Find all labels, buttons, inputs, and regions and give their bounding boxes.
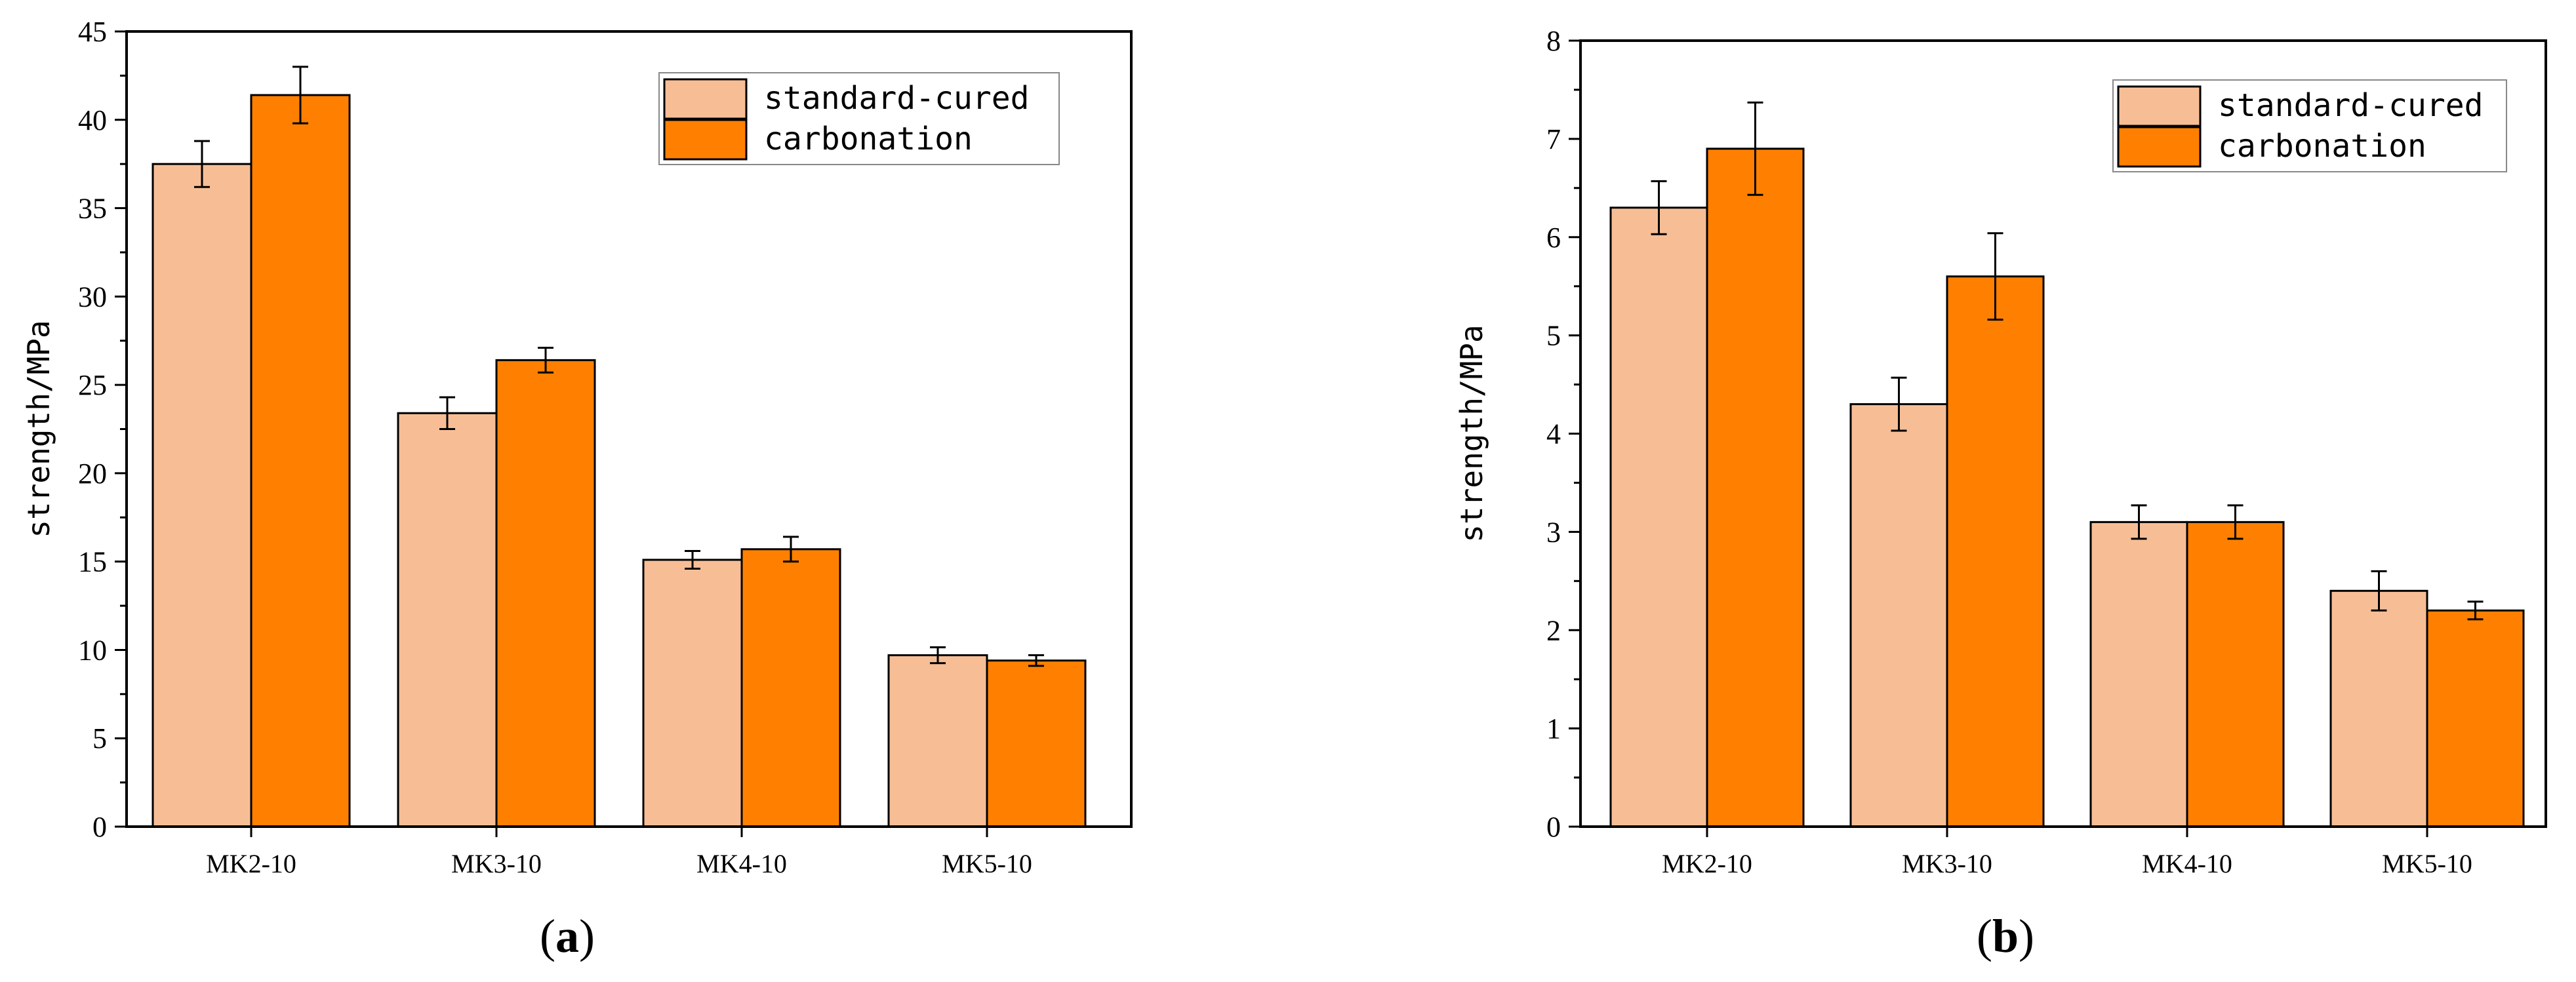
panel-a-y-tick-label: 10 — [78, 634, 107, 666]
panel-a-bar-carbonation-mk2-10 — [250, 94, 351, 828]
panel-b-x-tick-label: MK5-10 — [2382, 849, 2472, 878]
panel-b-y-tick-label: 8 — [1546, 25, 1561, 57]
panel-b-x-tick-label: MK2-10 — [1662, 849, 1752, 878]
panel-a-y-axis-title: strength/MPa — [21, 320, 56, 538]
panel-a-y-tick-label: 35 — [78, 193, 107, 225]
panel-b-y-tick-label: 1 — [1546, 713, 1561, 745]
panel-a-bar-carbonation-mk4-10 — [740, 548, 841, 828]
panel-b-errorbar-carbonation-mk3-10 — [1987, 232, 2003, 321]
panel-a-legend: standard-cured carbonation — [658, 72, 1060, 165]
panel-a-x-tick-label: MK5-10 — [942, 849, 1032, 878]
panel-b-y-tick-label: 4 — [1546, 418, 1561, 450]
panel-a-bar-standard-mk4-10 — [642, 559, 743, 828]
panel-a-bar-standard-mk2-10 — [151, 163, 252, 828]
panel-a-errorbar-carbonation-mk4-10 — [783, 536, 799, 563]
legend-label-standard: standard-cured — [764, 80, 1030, 117]
panel-b-bar-standard-mk4-10 — [2089, 520, 2188, 828]
panel-a-bar-carbonation-mk5-10 — [986, 659, 1087, 828]
panel-a-errorbar-standard-mk4-10 — [685, 549, 700, 570]
legend-label-standard: standard-cured — [2218, 87, 2484, 124]
panel-b-errorbar-carbonation-mk5-10 — [2467, 600, 2484, 621]
panel-a-errorbar-carbonation-mk2-10 — [292, 66, 308, 125]
panel-b-legend: standard-cured carbonation — [2112, 79, 2507, 172]
panel-b-errorbar-carbonation-mk4-10 — [2227, 504, 2244, 540]
panel-b-bar-standard-mk5-10 — [2329, 589, 2428, 828]
panel-b-y-tick-label: 7 — [1546, 123, 1561, 155]
panel-a-y-tick-label: 25 — [78, 369, 107, 401]
panel-a-x-tick-label: MK3-10 — [451, 849, 542, 878]
panel-b-errorbar-standard-mk4-10 — [2131, 504, 2147, 540]
panel-b-errorbar-carbonation-mk2-10 — [1747, 101, 1763, 196]
legend-label-carbonation: carbonation — [2218, 128, 2426, 165]
panel-a-y-tick-label: 40 — [78, 104, 107, 136]
legend-swatch-carbonation — [2117, 126, 2202, 168]
panel-b-errorbar-standard-mk2-10 — [1651, 180, 1667, 235]
panel-b-y-tick-label: 0 — [1546, 811, 1561, 843]
legend-swatch-carbonation — [663, 119, 748, 161]
panel-b-bar-carbonation-mk5-10 — [2426, 609, 2525, 828]
panel-a-bar-standard-mk3-10 — [397, 412, 498, 828]
panel-b-x-tick-label: MK3-10 — [1902, 849, 1992, 878]
panel-b-bar-standard-mk3-10 — [1849, 403, 1948, 828]
panel-b-x-tick-label: MK4-10 — [2142, 849, 2232, 878]
panel-a-y-tick-label: 5 — [92, 722, 107, 755]
panel-b-errorbar-standard-mk5-10 — [2371, 570, 2387, 612]
panel-a-label: (a) — [540, 910, 595, 962]
panel-b-bar-standard-mk2-10 — [1609, 206, 1708, 828]
panel-a-y-tick-label: 15 — [78, 546, 107, 578]
panel-a-x-tick-label: MK4-10 — [696, 849, 787, 878]
panel-a-bar-standard-mk5-10 — [887, 654, 988, 828]
panel-a: MK2-10 MK3-10 MK4-10 MK5-10 0 5 10 15 20 25 30 35 40… — [21, 16, 1133, 962]
panel-b-y-tick-label: 5 — [1546, 320, 1561, 352]
panel-a-errorbar-carbonation-mk3-10 — [538, 347, 553, 374]
panel-a-y-tick-label: 45 — [78, 16, 107, 48]
panel-a-bar-carbonation-mk3-10 — [495, 359, 596, 828]
panel-b-bar-carbonation-mk4-10 — [2186, 520, 2285, 828]
panel-b-bar-carbonation-mk3-10 — [1946, 275, 2045, 828]
legend-swatch-standard — [2117, 85, 2202, 127]
panel-a-x-tick-label: MK2-10 — [206, 849, 296, 878]
panel-b-label: (b) — [1977, 910, 2034, 962]
panel-a-errorbar-standard-mk3-10 — [439, 396, 455, 430]
legend-swatch-standard — [663, 78, 748, 120]
legend-label-carbonation: carbonation — [764, 121, 973, 157]
panel-b-bar-carbonation-mk2-10 — [1706, 147, 1805, 828]
panel-a-errorbar-standard-mk5-10 — [930, 646, 946, 665]
panel-a-errorbar-carbonation-mk5-10 — [1028, 654, 1044, 667]
panel-b: MK2-10 MK3-10 MK4-10 MK5-10 0 1 2 3 4 5 6 7 8 strengt… — [1454, 25, 2547, 962]
panel-b-y-axis-title: strength/MPa — [1454, 324, 1489, 542]
panel-b-y-tick-label: 3 — [1546, 516, 1561, 548]
panel-b-errorbar-standard-mk3-10 — [1891, 376, 1907, 432]
panel-a-errorbar-standard-mk2-10 — [194, 140, 210, 188]
panel-a-y-tick-label: 0 — [92, 811, 107, 843]
panel-b-y-tick-label: 2 — [1546, 614, 1561, 646]
panel-a-y-tick-label: 30 — [78, 281, 107, 313]
panel-b-y-tick-label: 6 — [1546, 222, 1561, 254]
panel-a-y-tick-label: 20 — [78, 458, 107, 490]
